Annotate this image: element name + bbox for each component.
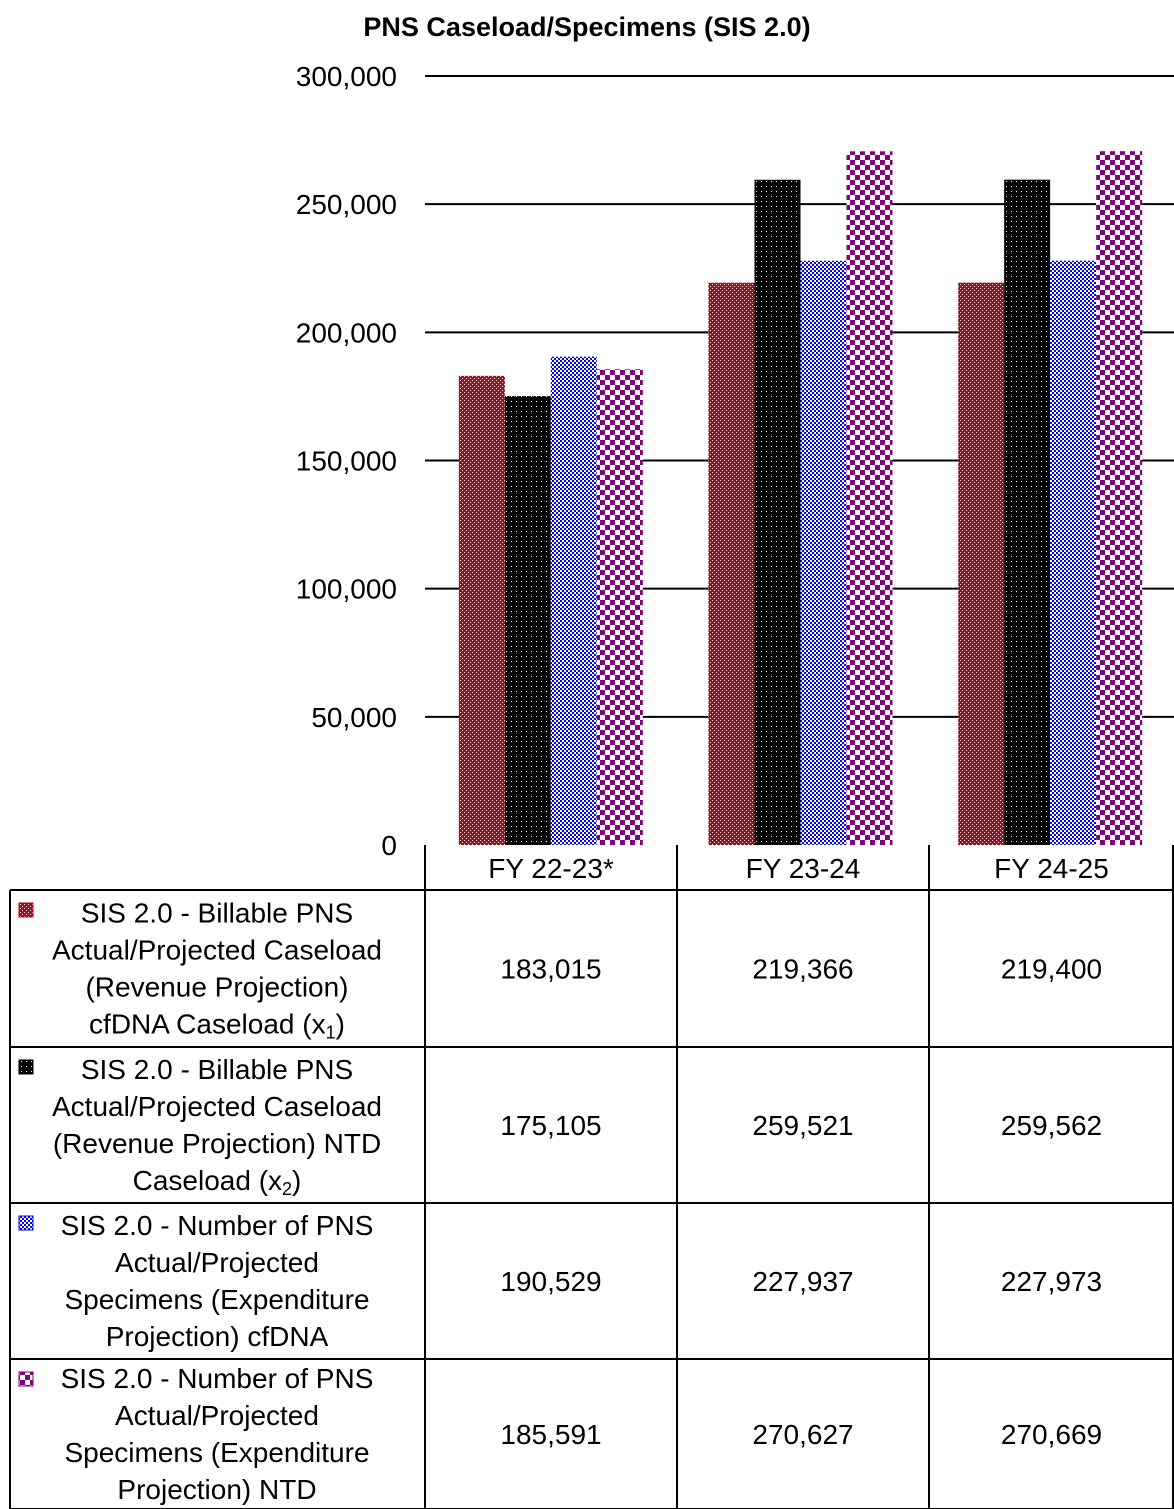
- x-category-label: FY 23-24: [746, 853, 861, 884]
- y-tick-label: 250,000: [296, 189, 397, 220]
- data-table: FY 22-23* FY 23-24 FY 24-25 SIS 2.0 - Billa…: [9, 845, 1174, 1509]
- y-tick-label: 300,000: [296, 61, 397, 92]
- legend-label-line: Specimens (Expenditure: [64, 1284, 369, 1315]
- bar-series-3-1: [550, 356, 597, 845]
- data-label: 175,105: [500, 1110, 601, 1141]
- y-tick-label: 150,000: [296, 446, 397, 477]
- bar-series-2-2: [754, 179, 801, 845]
- data-label: 259,521: [752, 1110, 853, 1141]
- legend-label-line: Projection) NTD: [117, 1474, 316, 1505]
- legend-label-line: SIS 2.0 - Number of PNS: [61, 1363, 374, 1394]
- legend-label-line: (Revenue Projection): [85, 972, 348, 1003]
- legend-label-line: Actual/Projected Caseload: [52, 935, 382, 966]
- bar-series-4-2: [846, 151, 893, 845]
- y-axis-ticks: 0 50,000 100,000 150,000 200,000 250,000 300,0…: [296, 61, 397, 861]
- bars: [458, 151, 1143, 846]
- data-label: 219,366: [752, 954, 853, 985]
- y-tick-label: 100,000: [296, 574, 397, 605]
- chart-title: PNS Caseload/Specimens (SIS 2.0): [363, 12, 810, 42]
- y-tick-label: 50,000: [311, 702, 397, 733]
- bar-series-2-1: [504, 396, 551, 845]
- bar-series-4-3: [1096, 151, 1143, 846]
- bar-series-1-1: [458, 375, 505, 845]
- legend-label-line: Caseload (x2): [133, 1165, 302, 1199]
- legend-swatch: [18, 1059, 34, 1075]
- legend-swatch: [18, 1371, 34, 1387]
- data-label: 227,973: [1001, 1266, 1102, 1297]
- legend-swatch: [18, 1215, 34, 1231]
- legend-label-line: cfDNA Caseload (x1): [89, 1009, 345, 1043]
- data-label: 259,562: [1001, 1110, 1102, 1141]
- data-label: 190,529: [500, 1266, 601, 1297]
- bar-series-3-2: [800, 260, 847, 845]
- data-label: 270,669: [1001, 1419, 1102, 1450]
- legend-label-line: Specimens (Expenditure: [64, 1437, 369, 1468]
- legend-label-line: SIS 2.0 - Number of PNS: [61, 1210, 374, 1241]
- y-tick-label: 0: [381, 830, 397, 861]
- bar-series-2-3: [1004, 179, 1051, 845]
- data-label: 227,937: [752, 1266, 853, 1297]
- data-label: 185,591: [500, 1419, 601, 1450]
- y-tick-label: 200,000: [296, 317, 397, 348]
- legend-label-line: SIS 2.0 - Billable PNS: [81, 898, 353, 929]
- bar-series-3-3: [1050, 260, 1097, 845]
- legend-label-line: (Revenue Projection) NTD: [53, 1128, 381, 1159]
- legend-label-line: Actual/Projected: [115, 1247, 319, 1278]
- legend-swatch: [18, 902, 34, 918]
- data-label: 183,015: [500, 954, 601, 985]
- legend-label-line: Projection) cfDNA: [106, 1321, 329, 1352]
- bar-series-1-3: [958, 282, 1005, 845]
- legend-label-line: Actual/Projected: [115, 1400, 319, 1431]
- legend-label-line: SIS 2.0 - Billable PNS: [81, 1054, 353, 1085]
- bar-series-1-2: [708, 282, 755, 845]
- x-category-label: FY 22-23*: [488, 853, 614, 884]
- legend-label-line: Actual/Projected Caseload: [52, 1091, 382, 1122]
- bar-series-4-1: [596, 369, 643, 845]
- x-category-label: FY 24-25: [994, 853, 1109, 884]
- data-label: 270,627: [752, 1419, 853, 1450]
- data-label: 219,400: [1001, 954, 1102, 985]
